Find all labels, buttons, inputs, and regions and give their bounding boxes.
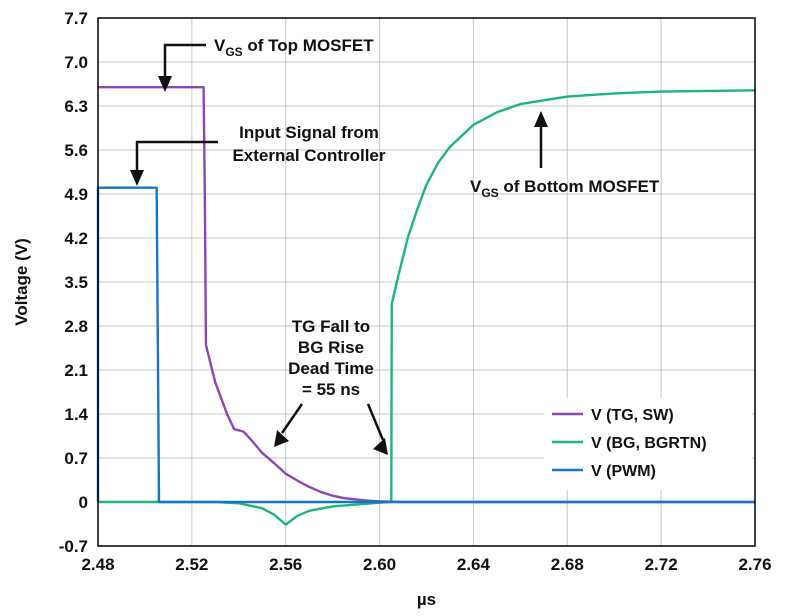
y-tick-label: 4.2 xyxy=(64,229,88,248)
legend-label-1: V (BG, BGRTN) xyxy=(591,435,707,452)
y-tick-label: 3.5 xyxy=(64,273,88,292)
x-tick-labels: 2.48 2.52 2.56 2.60 2.64 2.68 2.72 2.76 xyxy=(81,555,771,574)
annotation-input-line: External Controller xyxy=(232,146,385,165)
annotation-main: V xyxy=(470,177,482,196)
arrow-head xyxy=(130,170,144,186)
series-line-1 xyxy=(98,89,756,526)
annotation-leader xyxy=(366,403,385,441)
annotation-group-bottom: VGS of Bottom MOSFET xyxy=(470,111,660,200)
x-tick-label: 2.60 xyxy=(363,555,396,574)
arrow-head xyxy=(373,438,388,455)
y-tick-label: 0 xyxy=(79,493,88,512)
x-axis-label: µs xyxy=(417,590,436,609)
annotation-group-top: VGS of Top MOSFET xyxy=(158,36,374,92)
annotation-rest: of Top MOSFET xyxy=(243,36,375,55)
annotation-subscript: GS xyxy=(481,186,498,200)
y-tick-label: 5.6 xyxy=(64,141,88,160)
plot-frame xyxy=(97,17,756,547)
annotation-main: V xyxy=(214,36,226,55)
y-tick-label: 2.8 xyxy=(64,317,88,336)
y-axis-label: Voltage (V) xyxy=(12,238,31,326)
y-tick-label: 2.1 xyxy=(64,361,88,380)
x-tick-label: 2.52 xyxy=(175,555,208,574)
y-tick-label: 7.0 xyxy=(64,53,88,72)
annotation-dead-line: TG Fall to xyxy=(292,317,370,336)
annotation-group-input: Input Signal from External Controller xyxy=(130,123,386,186)
x-tick-label: 2.48 xyxy=(81,555,114,574)
annotation-input-line: Input Signal from xyxy=(239,123,379,142)
annotation-leader xyxy=(280,403,304,434)
y-tick-label: 6.3 xyxy=(64,97,88,116)
x-tick-label: 2.64 xyxy=(457,555,491,574)
series-line-0 xyxy=(98,85,755,504)
annotation-leader xyxy=(163,43,206,78)
annotation-dead-line: BG Rise xyxy=(298,338,364,357)
x-tick-label: 2.76 xyxy=(738,555,771,574)
x-tick-label: 2.56 xyxy=(269,555,302,574)
y-tick-label: 4.9 xyxy=(64,185,88,204)
y-tick-label: 0.7 xyxy=(64,449,88,468)
legend-label-0: V (TG, SW) xyxy=(591,407,674,424)
arrow-head xyxy=(274,430,289,447)
legend-label-2: V (PWM) xyxy=(591,463,656,480)
annotation-bottom: VGS of Bottom MOSFET xyxy=(470,177,660,200)
annotation-leader xyxy=(135,140,218,172)
grid xyxy=(97,17,756,547)
x-tick-label: 2.68 xyxy=(551,555,584,574)
y-tick-labels: 7.7 7.0 6.3 5.6 4.9 4.2 3.5 2.8 2.1 1.4 0.7 0 -0.7 xyxy=(59,9,89,556)
legend: V (TG, SW) V (BG, BGRTN) V (PWM) xyxy=(544,398,752,490)
annotation-top: VGS of Top MOSFET xyxy=(214,36,374,59)
y-tick-label: -0.7 xyxy=(59,537,88,556)
arrow-head xyxy=(158,76,172,92)
y-tick-label: 7.7 xyxy=(64,9,88,28)
x-tick-label: 2.72 xyxy=(645,555,678,574)
annotation-subscript: GS xyxy=(225,45,242,59)
y-tick-label: 1.4 xyxy=(64,405,88,424)
annotation-rest: of Bottom MOSFET xyxy=(499,177,660,196)
annotation-dead-line: = 55 ns xyxy=(302,380,360,399)
annotation-dead-line: Dead Time xyxy=(288,359,374,378)
annotation-group-dead: TG Fall to BG Rise Dead Time = 55 ns xyxy=(274,317,388,455)
arrow-head xyxy=(534,111,548,127)
